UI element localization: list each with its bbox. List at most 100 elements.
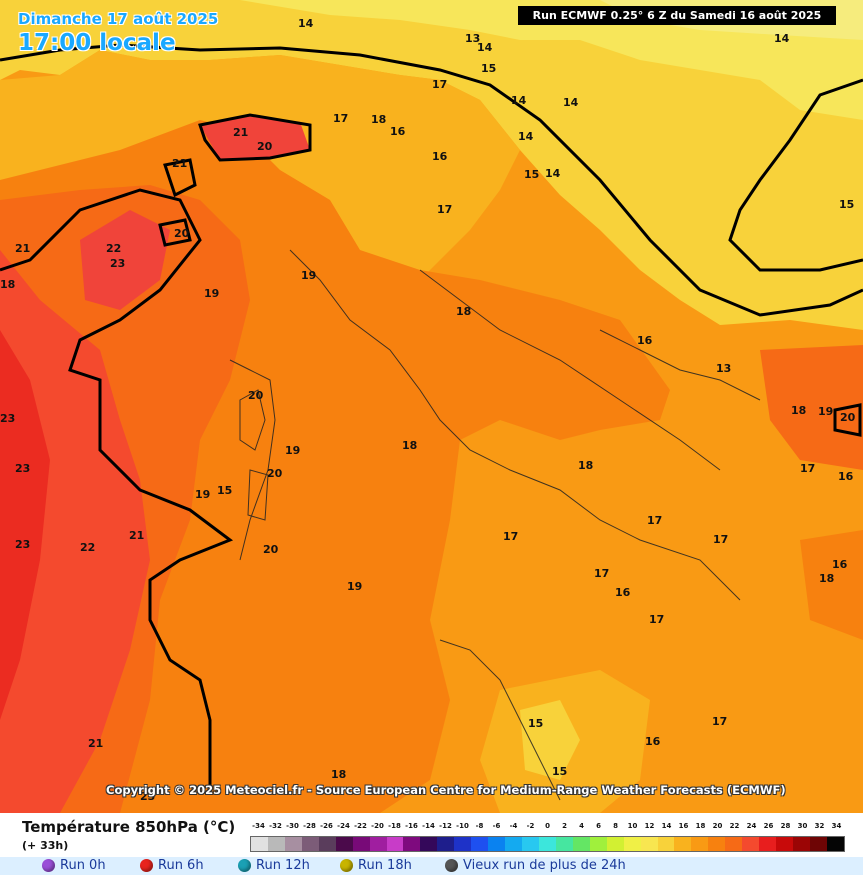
scale-swatch — [708, 837, 726, 851]
legend-subtitle: (+ 33h) — [22, 839, 69, 852]
scale-swatch — [301, 837, 319, 851]
scale-label: -34 — [252, 822, 265, 830]
band-18-east — [800, 530, 863, 640]
run-dot-icon — [42, 859, 55, 872]
map-panel: Dimanche 17 août 2025 17:00 locale Run E… — [0, 0, 863, 813]
run-selector-bar: Run 0h Run 6h Run 12h Run 18h Vieux run de p… — [0, 857, 863, 875]
scale-label: -4 — [509, 822, 518, 830]
scale-label: -30 — [286, 822, 299, 830]
forecast-local-time: 17:00 locale — [18, 30, 176, 56]
scale-label: -8 — [475, 822, 484, 830]
scale-swatch — [640, 837, 658, 851]
scale-label: 0 — [545, 822, 550, 830]
color-scale-bar — [250, 836, 845, 852]
scale-label: -20 — [371, 822, 384, 830]
scale-label: 10 — [627, 822, 638, 830]
scale-swatch — [352, 837, 370, 851]
scale-swatch — [471, 837, 489, 851]
scale-label: -16 — [405, 822, 418, 830]
scale-swatch — [793, 837, 810, 851]
legend-title: Température 850hPa (°C) — [22, 818, 236, 836]
scale-label: 16 — [678, 822, 689, 830]
scale-swatch — [742, 837, 760, 851]
run-dot-icon — [340, 859, 353, 872]
scale-swatch — [657, 837, 675, 851]
run-label: Run 0h — [60, 858, 106, 873]
scale-swatch — [403, 837, 421, 851]
scale-swatch — [386, 837, 404, 851]
scale-label: 34 — [831, 822, 842, 830]
scale-swatch — [572, 837, 590, 851]
run-info-banner: Run ECMWF 0.25° 6 Z du Samedi 16 août 20… — [518, 6, 836, 25]
scale-label: -6 — [492, 822, 501, 830]
scale-label: 28 — [780, 822, 791, 830]
scale-swatch — [538, 837, 556, 851]
scale-label: 26 — [763, 822, 774, 830]
scale-label: 4 — [579, 822, 584, 830]
scale-swatch — [267, 837, 285, 851]
run-option[interactable]: Run 12h — [238, 858, 310, 873]
scale-swatch — [335, 837, 353, 851]
scale-swatch — [776, 837, 793, 851]
scale-swatch — [251, 837, 268, 851]
scale-swatch — [589, 837, 607, 851]
copyright-text: Copyright © 2025 Meteociel.fr - Source E… — [106, 783, 786, 797]
run-option[interactable]: Run 6h — [140, 858, 204, 873]
run-option[interactable]: Vieux run de plus de 24h — [445, 858, 626, 873]
scale-swatch — [488, 837, 506, 851]
run-label: Vieux run de plus de 24h — [463, 858, 626, 873]
band-21 — [0, 250, 150, 813]
scale-swatch — [284, 837, 302, 851]
scale-swatch — [522, 837, 539, 851]
scale-swatch — [454, 837, 472, 851]
scale-label: 22 — [729, 822, 740, 830]
scale-label: 6 — [596, 822, 601, 830]
run-dot-icon — [238, 859, 251, 872]
scale-swatch — [369, 837, 387, 851]
scale-label: -26 — [320, 822, 333, 830]
scale-swatch — [555, 837, 573, 851]
color-scale-labels: -34 -32 -30 -28 -26 -24 -22 -20 -18 -16 -14 -12 -10-… — [250, 822, 845, 832]
run-label: Run 12h — [256, 858, 310, 873]
warm-pocket-21 — [200, 115, 310, 160]
run-dot-icon — [140, 859, 153, 872]
run-label: Run 18h — [358, 858, 412, 873]
scale-label: 30 — [797, 822, 808, 830]
band-15 — [0, 0, 863, 330]
scale-swatch — [809, 837, 827, 851]
scale-label: -14 — [422, 822, 435, 830]
run-option[interactable]: Run 18h — [340, 858, 412, 873]
scale-swatch — [606, 837, 624, 851]
scale-label: 8 — [613, 822, 618, 830]
scale-label: -10 — [456, 822, 469, 830]
scale-swatch — [623, 837, 641, 851]
temperature-map — [0, 0, 863, 813]
scale-label: 24 — [746, 822, 757, 830]
scale-swatch — [674, 837, 692, 851]
scale-label: 18 — [695, 822, 706, 830]
scale-label: -28 — [303, 822, 316, 830]
scale-swatch — [420, 837, 438, 851]
warm-pocket-22 — [80, 210, 170, 310]
scale-swatch — [826, 837, 844, 851]
run-option[interactable]: Run 0h — [42, 858, 106, 873]
scale-label: -12 — [439, 822, 452, 830]
scale-label: 20 — [712, 822, 723, 830]
scale-label: 14 — [661, 822, 672, 830]
scale-label: -32 — [269, 822, 282, 830]
band-19-east — [760, 345, 863, 470]
scale-swatch — [725, 837, 743, 851]
scale-swatch — [759, 837, 777, 851]
band-15-south — [520, 700, 580, 780]
scale-label: -18 — [388, 822, 401, 830]
run-label: Run 6h — [158, 858, 204, 873]
thick-isolines — [0, 43, 863, 790]
scale-label: 2 — [562, 822, 567, 830]
scale-label: -22 — [354, 822, 367, 830]
scale-label: 32 — [814, 822, 825, 830]
scale-label: -2 — [526, 822, 535, 830]
scale-label: 12 — [644, 822, 655, 830]
scale-swatch — [318, 837, 336, 851]
scale-swatch — [505, 837, 522, 851]
scale-label: -24 — [337, 822, 350, 830]
